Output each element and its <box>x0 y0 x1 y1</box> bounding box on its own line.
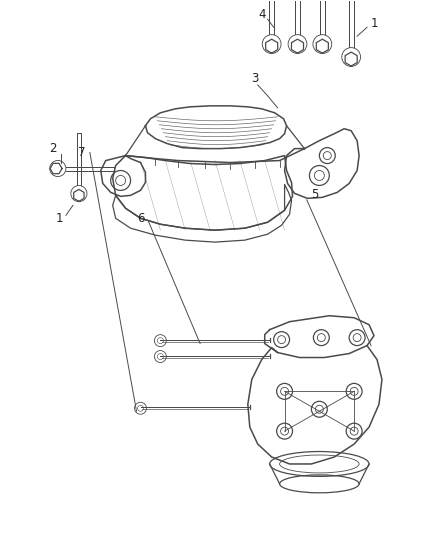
Text: 4: 4 <box>258 8 265 21</box>
Text: 3: 3 <box>251 72 258 85</box>
Text: 1: 1 <box>370 17 378 30</box>
Text: 1: 1 <box>55 212 63 225</box>
Text: 2: 2 <box>49 142 57 155</box>
Text: 7: 7 <box>78 146 86 159</box>
Text: 6: 6 <box>137 212 145 225</box>
Text: 5: 5 <box>311 189 318 201</box>
